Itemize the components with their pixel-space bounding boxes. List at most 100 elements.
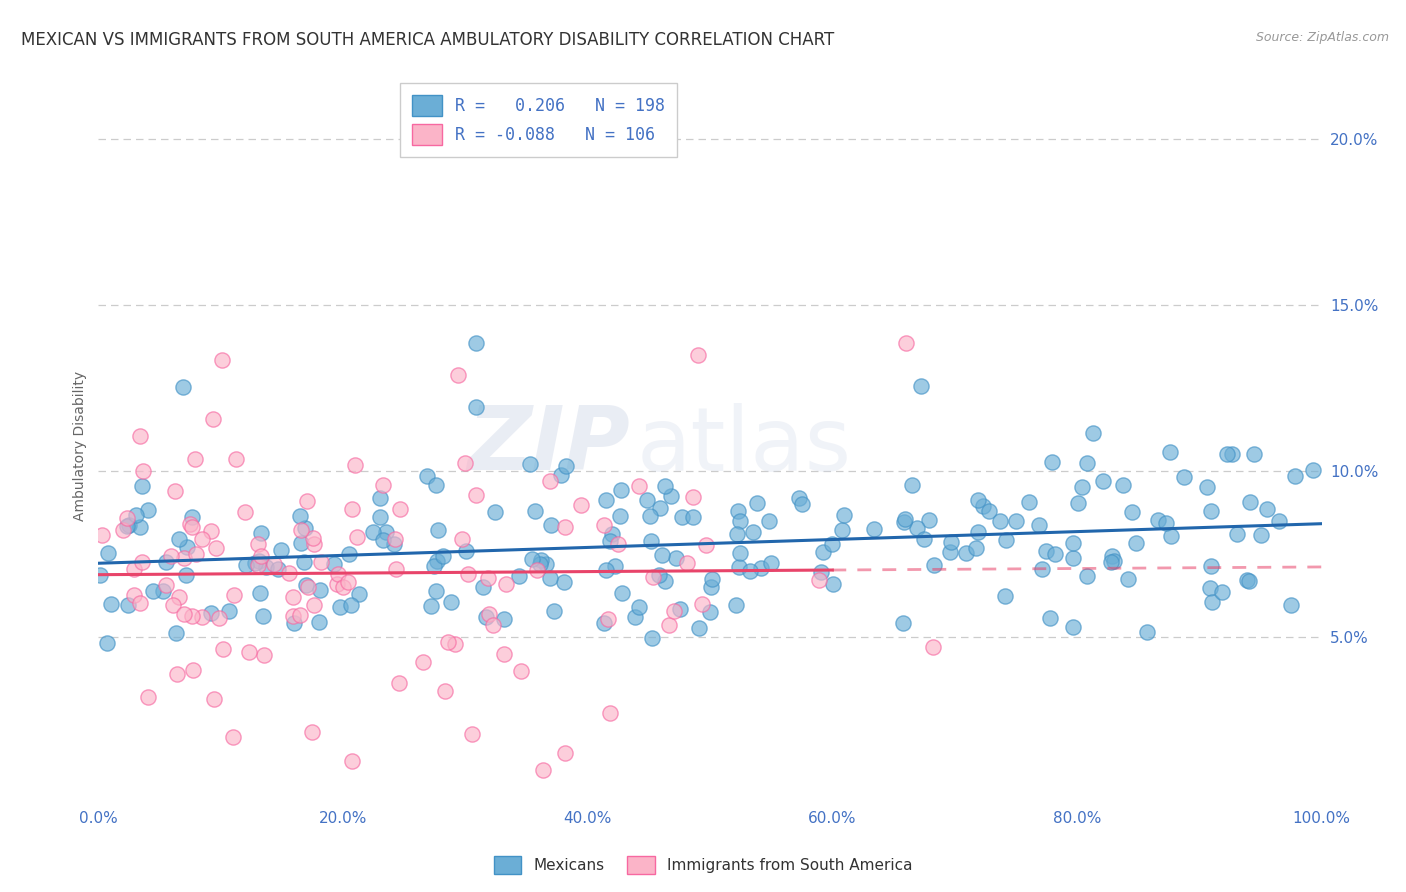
Point [1042, 455, 1064, 469]
Point [519, 457, 541, 471]
Point [1136, 625, 1159, 640]
Point [623, 610, 645, 624]
Point [1199, 558, 1222, 573]
Point [475, 609, 498, 624]
Point [1101, 549, 1123, 563]
Point [340, 501, 363, 516]
Point [891, 616, 914, 631]
Point [526, 563, 548, 577]
Point [641, 631, 664, 645]
Point [346, 530, 368, 544]
Point [388, 502, 411, 516]
Point [659, 489, 682, 503]
Point [939, 545, 962, 559]
Point [477, 571, 499, 585]
Point [1076, 569, 1098, 583]
Point [100, 597, 122, 611]
Legend: Mexicans, Immigrants from South America: Mexicans, Immigrants from South America [488, 850, 918, 880]
Point [464, 488, 486, 502]
Point [302, 536, 325, 550]
Point [131, 464, 153, 478]
Point [165, 483, 187, 498]
Point [96, 636, 118, 650]
Point [922, 558, 945, 572]
Point [388, 676, 411, 690]
Text: atlas: atlas [637, 402, 852, 490]
Point [288, 509, 311, 524]
Point [349, 587, 371, 601]
Point [1076, 455, 1098, 469]
Point [1239, 495, 1261, 509]
Point [281, 608, 304, 623]
Point [131, 555, 153, 569]
Point [461, 727, 484, 741]
Point [308, 615, 330, 629]
Point [235, 558, 257, 572]
Point [1039, 611, 1062, 625]
Point [569, 498, 592, 512]
Point [550, 468, 572, 483]
Point [595, 563, 617, 577]
Point [554, 746, 576, 760]
Point [294, 520, 316, 534]
Point [759, 557, 782, 571]
Point [336, 574, 359, 589]
Point [1104, 553, 1126, 567]
Point [724, 598, 747, 612]
Point [543, 604, 565, 618]
Point [454, 456, 477, 470]
Point [326, 567, 349, 582]
Point [292, 555, 315, 569]
Point [662, 603, 685, 617]
Point [301, 531, 323, 545]
Point [1302, 462, 1324, 476]
Point [1268, 514, 1291, 528]
Point [831, 523, 853, 537]
Point [531, 763, 554, 777]
Point [598, 612, 620, 626]
Point [1236, 574, 1258, 588]
Point [967, 525, 990, 540]
Point [155, 578, 177, 592]
Point [671, 509, 693, 524]
Point [297, 580, 319, 594]
Point [1099, 555, 1122, 569]
Point [702, 572, 724, 586]
Point [371, 533, 394, 547]
Point [1216, 447, 1239, 461]
Point [437, 635, 460, 649]
Point [905, 520, 928, 534]
Point [155, 555, 177, 569]
Point [1250, 528, 1272, 542]
Point [238, 645, 260, 659]
Point [1062, 620, 1084, 634]
Point [447, 368, 470, 383]
Point [1028, 517, 1050, 532]
Point [332, 580, 354, 594]
Point [599, 533, 621, 548]
Point [813, 545, 835, 559]
Point [1284, 469, 1306, 483]
Point [1173, 470, 1195, 484]
Point [426, 524, 449, 538]
Point [1031, 562, 1053, 576]
Point [509, 664, 531, 678]
Point [832, 508, 855, 523]
Point [1226, 527, 1249, 541]
Point [1160, 529, 1182, 543]
Point [688, 621, 710, 635]
Point [115, 519, 138, 533]
Point [181, 520, 204, 534]
Point [478, 607, 501, 621]
Point [1197, 480, 1219, 494]
Point [361, 525, 384, 540]
Point [207, 611, 229, 625]
Point [638, 508, 661, 523]
Point [607, 537, 630, 551]
Point [290, 523, 312, 537]
Point [454, 544, 477, 558]
Point [727, 504, 749, 518]
Point [173, 607, 195, 621]
Point [682, 490, 704, 504]
Point [247, 554, 270, 568]
